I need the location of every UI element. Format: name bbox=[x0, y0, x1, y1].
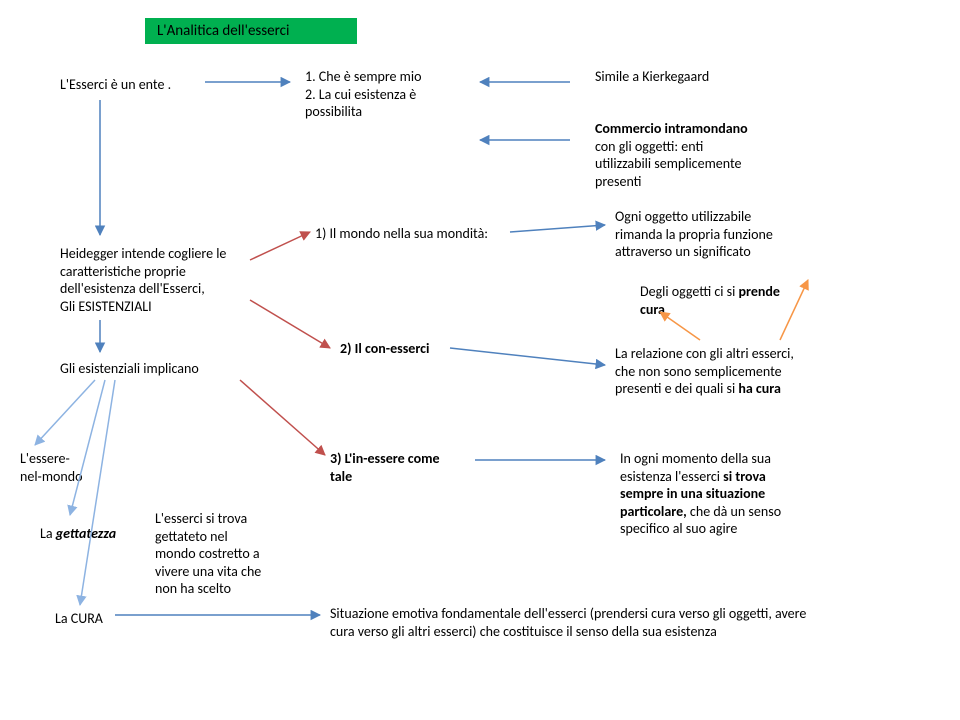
arrow-a11 bbox=[780, 280, 808, 340]
arrow-a7 bbox=[250, 300, 330, 348]
arrow-a9 bbox=[450, 348, 605, 365]
arrow-layer bbox=[0, 0, 960, 720]
arrow-a8 bbox=[510, 225, 605, 232]
arrow-a15 bbox=[240, 380, 325, 455]
arrow-a13 bbox=[70, 380, 105, 515]
arrow-a12 bbox=[35, 380, 95, 445]
arrow-a14 bbox=[80, 380, 115, 605]
arrow-a6 bbox=[250, 232, 310, 260]
arrow-a10 bbox=[660, 312, 700, 340]
